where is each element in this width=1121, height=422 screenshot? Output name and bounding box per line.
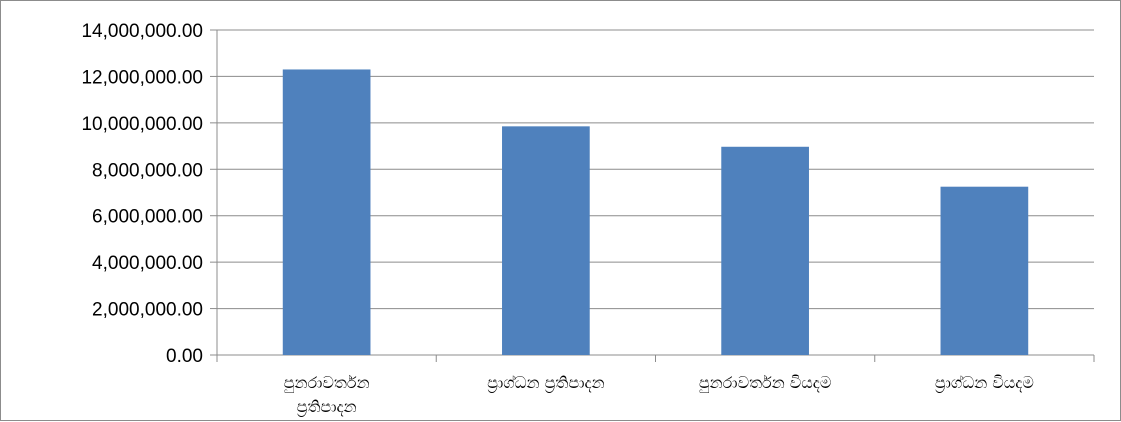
- y-tick-label: 8,000,000.00: [92, 160, 203, 181]
- y-tick-label: 6,000,000.00: [92, 207, 203, 228]
- category-label: පුනරාවර්තන: [284, 373, 370, 393]
- y-tick-label: 2,000,000.00: [92, 300, 203, 321]
- bar: [502, 126, 590, 355]
- y-tick-label: 12,000,000.00: [81, 67, 203, 88]
- y-tick-label: 10,000,000.00: [81, 114, 203, 135]
- category-label: ප්‍රාග්ධන වියදම: [935, 373, 1034, 393]
- y-tick-label: 4,000,000.00: [92, 253, 203, 274]
- category-label: ප්‍රතිපාදන: [296, 397, 356, 417]
- category-label: ප්‍රාග්ධන ප්‍රතිපාදන: [487, 373, 605, 393]
- y-tick-label: 0.00: [166, 346, 203, 367]
- category-label: පුනරාවර්තන වියදම: [699, 373, 832, 393]
- bar: [940, 186, 1029, 355]
- bar: [721, 146, 809, 355]
- y-tick-label: 14,000,000.00: [81, 21, 203, 42]
- bar: [282, 69, 371, 355]
